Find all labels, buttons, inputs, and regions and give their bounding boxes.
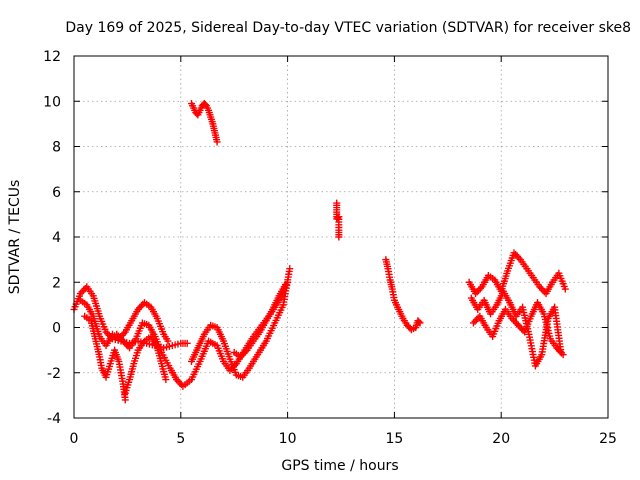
series-track-l: [467, 287, 565, 370]
x-tick-label: 20: [492, 431, 510, 447]
data-point: [213, 138, 221, 146]
series-track-h: [187, 100, 221, 146]
data-points: [70, 100, 569, 404]
data-point: [162, 376, 170, 384]
series-track-j: [382, 256, 424, 334]
x-tick-label: 15: [385, 431, 403, 447]
data-point: [415, 318, 423, 326]
data-point: [471, 317, 479, 325]
data-point: [556, 347, 564, 355]
y-tick-label: -2: [47, 366, 61, 382]
data-point: [513, 320, 521, 328]
y-axis-label: SDTVAR / TECUs: [7, 180, 23, 295]
data-point: [164, 337, 172, 345]
data-point: [416, 319, 424, 327]
y-tick-label: 10: [43, 94, 61, 110]
x-tick-label: 25: [599, 431, 617, 447]
y-tick-label: -4: [47, 411, 61, 427]
y-tick-label: 12: [43, 49, 61, 65]
data-point: [176, 379, 184, 387]
series-track-c: [81, 312, 129, 404]
data-point: [511, 318, 519, 326]
axis-ticks: 0 5 10 15 20 25 -4 -2 0 2 4 6 8 10 12: [43, 49, 617, 447]
data-point: [558, 349, 566, 357]
data-point: [561, 285, 569, 293]
y-tick-label: 6: [52, 185, 61, 201]
data-point: [539, 286, 547, 294]
data-point: [473, 316, 481, 324]
series-track-i: [333, 199, 343, 241]
data-point: [537, 284, 545, 292]
data-point: [281, 281, 289, 289]
series-track-k: [465, 249, 569, 298]
chart-title: Day 169 of 2025, Sidereal Day-to-day VTE…: [65, 20, 631, 36]
data-point: [80, 286, 88, 294]
y-tick-label: 0: [52, 321, 61, 337]
series-track-g: [230, 281, 289, 361]
data-point: [469, 319, 477, 327]
data-point: [121, 396, 129, 404]
x-axis-label: GPS time / hours: [281, 458, 398, 474]
data-point: [559, 351, 567, 359]
x-tick-label: 5: [176, 431, 185, 447]
data-point: [334, 214, 342, 222]
data-point: [335, 233, 343, 241]
x-tick-label: 0: [70, 431, 79, 447]
y-tick-label: 4: [52, 230, 61, 246]
series-track-f: [187, 265, 294, 381]
series-track-m: [469, 299, 567, 359]
data-point: [183, 339, 191, 347]
y-tick-label: 2: [52, 275, 61, 291]
y-tick-label: 8: [52, 140, 61, 156]
data-point: [475, 286, 483, 294]
x-tick-label: 10: [279, 431, 297, 447]
data-point: [286, 265, 294, 273]
